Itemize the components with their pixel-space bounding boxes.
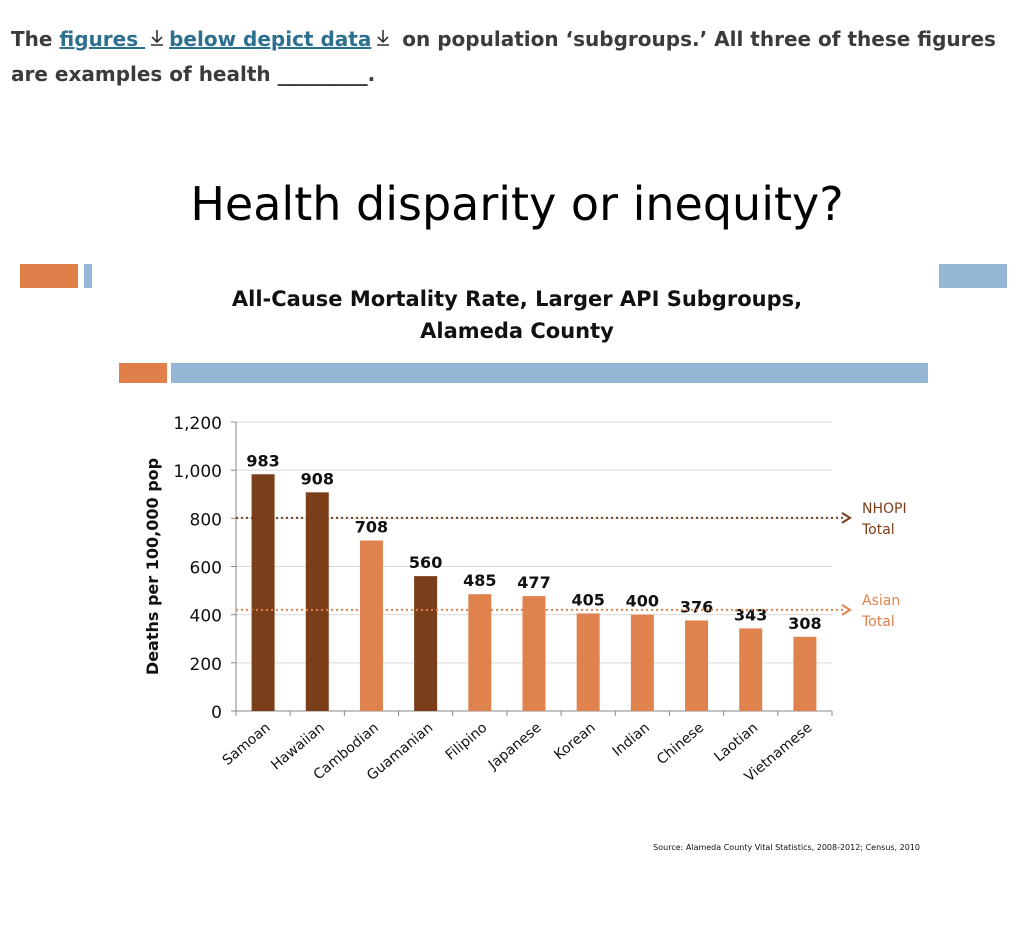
data-label: 308: [788, 614, 821, 633]
y-tick-label: 400: [190, 607, 222, 627]
x-tick-label: Japanese: [485, 720, 545, 774]
chart-title-line1: All-Cause Mortality Rate, Larger API Sub…: [232, 287, 802, 311]
bar-vietnamese: [793, 636, 817, 711]
download-arrow-icon[interactable]: [149, 22, 165, 57]
x-tick-label: Filipino: [443, 720, 491, 764]
question-text: The figures below depict data on populat…: [11, 22, 1011, 92]
bar-filipino: [468, 594, 492, 711]
data-label: 908: [301, 469, 334, 488]
bar-chinese: [685, 620, 709, 711]
reference-label: Total: [861, 614, 895, 630]
y-tick-label: 600: [190, 559, 222, 579]
bar-laotian: [739, 628, 763, 711]
reference-label: Total: [861, 522, 895, 538]
x-tick-label: Samoan: [220, 720, 274, 769]
data-label: 983: [246, 451, 279, 470]
accent-bar-orange-left: [20, 264, 78, 288]
x-tick-label: Indian: [610, 720, 653, 760]
data-label: 343: [734, 605, 767, 624]
chart-accent-orange: [119, 363, 167, 383]
chart-accent-blue: [171, 363, 928, 383]
depict-data-link[interactable]: below depict data: [169, 27, 372, 51]
x-tick-label: Laotian: [711, 720, 761, 766]
question-part1: The: [11, 27, 60, 51]
y-tick-label: 800: [190, 510, 222, 530]
reference-arrow-icon: [841, 604, 852, 616]
bar-hawaiian: [305, 492, 329, 711]
accent-bar-blue-left: [84, 264, 92, 288]
data-label: 405: [571, 590, 604, 609]
bar-indian: [630, 614, 654, 711]
bar-cambodian: [359, 540, 383, 711]
reference-label: Asian: [862, 593, 900, 609]
y-tick-label: 1,000: [173, 462, 222, 482]
reference-label: NHOPI: [862, 501, 907, 517]
question-part2: on population ‘subgroups.’ All three of …: [11, 27, 996, 86]
figures-link[interactable]: figures: [59, 27, 146, 51]
source-note: Source: Alameda County Vital Statistics,…: [653, 843, 920, 852]
reference-arrow-icon: [841, 512, 852, 524]
y-tick-label: 1,200: [173, 414, 222, 434]
download-arrow-icon[interactable]: [375, 22, 391, 57]
bar-samoan: [251, 474, 275, 711]
accent-bar-blue-right: [939, 264, 1007, 288]
data-label: 708: [355, 517, 388, 536]
y-axis-label: Deaths per 100,000 pop: [143, 458, 162, 675]
data-label: 376: [680, 597, 713, 616]
slide-heading: Health disparity or inequity?: [190, 177, 843, 231]
bar-guamanian: [414, 576, 438, 711]
x-tick-label: Chinese: [654, 720, 707, 768]
x-tick-label: Korean: [551, 720, 598, 763]
bar-chart: 0 200 400 600 800 1,000 1,200 Deaths per 100,00…: [143, 414, 907, 785]
chart-title-line2: Alameda County: [420, 319, 614, 343]
slide-image: Health disparity or inequity? All-Cause …: [20, 177, 1007, 852]
y-tick-label: 0: [211, 703, 222, 723]
data-label: 400: [626, 592, 659, 611]
data-label: 485: [463, 571, 496, 590]
y-tick-label: 200: [190, 655, 222, 675]
data-label: 477: [517, 573, 550, 592]
data-label: 560: [409, 553, 442, 572]
bar-japanese: [522, 596, 546, 711]
bar-korean: [576, 613, 600, 711]
